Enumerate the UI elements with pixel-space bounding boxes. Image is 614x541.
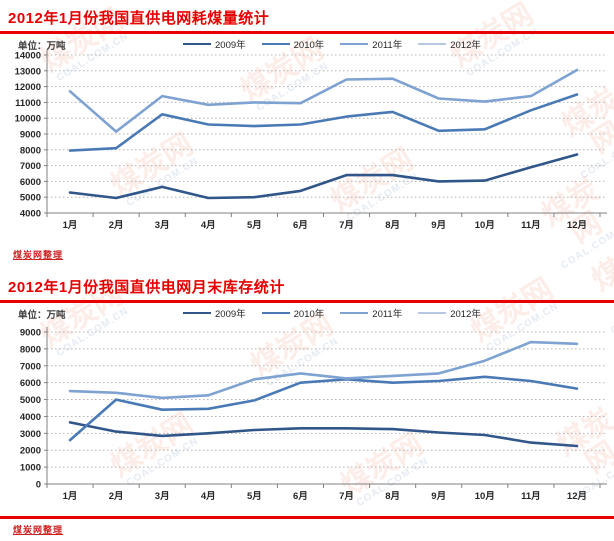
legend-item: 2011年: [340, 306, 402, 320]
y-tick-label: 4000: [20, 209, 41, 220]
legend-label: 2010年: [293, 40, 325, 51]
y-tick-label: 13000: [15, 66, 41, 77]
legend-line-swatch: [183, 312, 211, 314]
legend-line-swatch: [340, 312, 369, 314]
x-tick-label: 7月: [339, 220, 354, 231]
legend-label: 2012年: [450, 309, 481, 320]
series-line-2009年: [68, 153, 579, 200]
chart1-unit-label: 单位：万吨: [18, 41, 66, 52]
y-tick-label: 11000: [15, 98, 41, 109]
legend-line-swatch: [183, 43, 211, 45]
x-tick-label: 9月: [431, 491, 446, 502]
legend-line-swatch: [418, 312, 447, 314]
chart2-legend: 2009年 2010年 2011年 2012年: [183, 306, 481, 320]
legend-label: 2009年: [215, 309, 246, 320]
y-tick-label: 5000: [20, 395, 41, 406]
legend-item: 2009年: [183, 37, 246, 51]
legend-label: 2009年: [215, 40, 246, 51]
y-tick-label: 2000: [20, 446, 41, 457]
y-tick-label: 8000: [20, 145, 41, 156]
y-tick-label: 9000: [20, 130, 41, 141]
y-tick-label: 6000: [20, 177, 41, 188]
chart2-unit-label: 单位：万吨: [18, 310, 66, 321]
x-tick-label: 10月: [475, 220, 495, 231]
y-tick-label: 1000: [20, 463, 41, 474]
x-tick-label: 2月: [109, 491, 124, 502]
series-line-2009年: [68, 421, 579, 448]
legend-item: 2010年: [261, 37, 325, 51]
chart1-canvas: 14000 13000 12000 11000 10000 9000 8000 7000 600…: [15, 50, 607, 231]
series-line-2010年: [68, 93, 579, 152]
y-tick-label: 8000: [20, 344, 41, 355]
x-tick-label: 6月: [293, 491, 308, 502]
x-tick-label: 8月: [385, 220, 400, 231]
y-tick-label: 10000: [15, 114, 41, 125]
legend-line-swatch: [340, 43, 369, 45]
y-tick-label: 4000: [20, 412, 41, 423]
x-tick-label: 8月: [385, 491, 400, 502]
chart2-canvas: 9000 8000 7000 6000 5000 4000 3000 2000 1000 0 1月 2…: [20, 327, 607, 502]
chart1-legend: 2009年 2010年 2011年 2012年: [183, 37, 481, 51]
y-tick-label: 5000: [20, 193, 41, 204]
y-tick-label: 7000: [20, 361, 41, 372]
title-rule: [0, 300, 614, 303]
x-tick-label: 1月: [63, 220, 78, 231]
y-tick-label: 6000: [20, 378, 41, 389]
x-tick-label: 12月: [567, 220, 587, 231]
legend-item: 2009年: [183, 306, 246, 320]
x-tick-label: 7月: [339, 491, 354, 502]
y-tick-label: 9000: [20, 328, 41, 339]
legend-item: 2010年: [261, 306, 325, 320]
x-tick-label: 9月: [431, 220, 446, 231]
bottom-rule: [0, 516, 614, 519]
title-rule: [0, 31, 614, 34]
legend-item: 2012年: [418, 306, 481, 320]
legend-line-swatch: [261, 312, 290, 314]
legend-line-swatch: [261, 43, 290, 45]
x-tick-label: 3月: [155, 491, 170, 502]
x-tick-label: 1月: [63, 491, 78, 502]
x-tick-label: 10月: [475, 491, 495, 502]
legend-line-swatch: [418, 43, 447, 45]
legend-label: 2011年: [372, 309, 403, 320]
x-tick-label: 3月: [155, 220, 170, 231]
x-tick-label: 4月: [201, 491, 216, 502]
legend-item: 2011年: [340, 37, 402, 51]
x-tick-label: 6月: [293, 220, 308, 231]
y-tick-label: 0: [36, 480, 41, 491]
chart1-credit: 煤炭网整理: [13, 250, 64, 260]
chart2-title: 2012年1月份我国直供电网月末库存统计: [8, 279, 285, 296]
x-tick-label: 11月: [521, 491, 541, 502]
x-tick-label: 12月: [567, 491, 587, 502]
series-line-2011年: [68, 68, 579, 133]
legend-label: 2011年: [372, 40, 403, 51]
legend-label: 2012年: [450, 40, 481, 51]
legend-item: 2012年: [418, 37, 481, 51]
x-tick-label: 4月: [201, 220, 216, 231]
series-line-2010年: [68, 375, 579, 442]
x-tick-label: 5月: [247, 220, 262, 231]
series-line-2011年: [68, 340, 579, 400]
x-tick-label: 2月: [109, 220, 124, 231]
x-tick-label: 11月: [521, 220, 541, 231]
y-tick-label: 12000: [15, 82, 41, 93]
x-tick-label: 5月: [247, 491, 262, 502]
chart2-credit: 煤炭网整理: [13, 525, 64, 535]
y-tick-label: 7000: [20, 161, 41, 172]
chart1-title: 2012年1月份我国直供电网耗煤量统计: [8, 10, 270, 27]
legend-label: 2010年: [293, 309, 325, 320]
y-tick-label: 3000: [20, 429, 41, 440]
y-tick-label: 14000: [15, 51, 41, 62]
